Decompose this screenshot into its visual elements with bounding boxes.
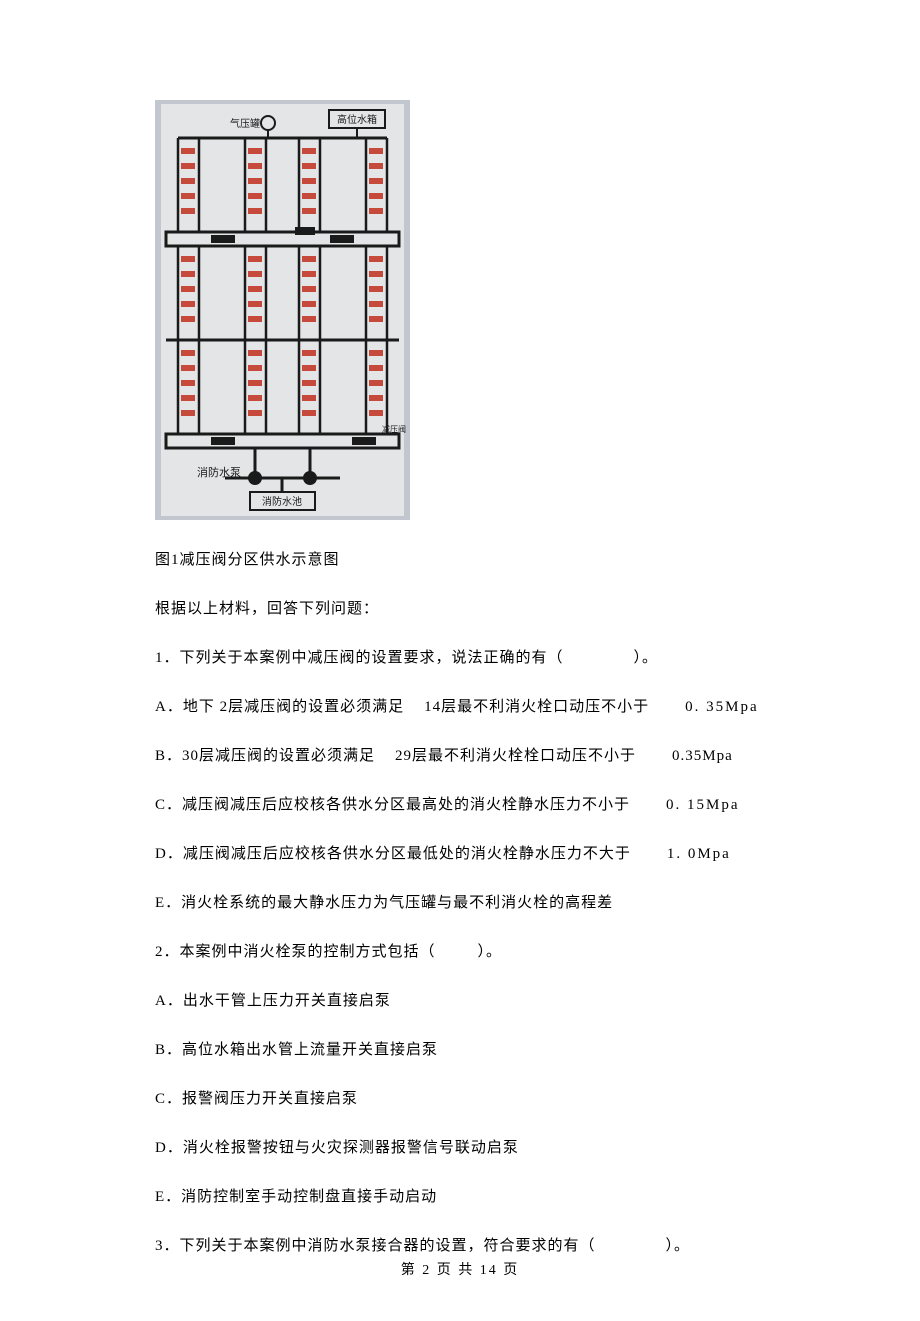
page-footer: 第 2 页 共 14 页 [155,1261,765,1281]
q1-a-val: 0. 35Mpa [685,699,759,715]
footer-current-page: 2 [422,1263,431,1278]
q2-option-e: E．消防控制室手动控制盘直接手动启动 [155,1187,765,1208]
diagram-figure: 高位水箱 气压罐 [155,100,410,520]
q2-stem-prefix: 2．本案例中消火栓泵的控制方式包括（ [155,944,436,960]
q1-option-d: D．减压阀减压后应校核各供水分区最低处的消火栓静水压力不大于 1. 0Mpa [155,844,765,865]
footer-mid: 页 共 [437,1263,475,1278]
q2-option-d: D．消火栓报警按钮与火灾探测器报警信号联动启泵 [155,1138,765,1159]
q2-option-a: A．出水干管上压力开关直接启泵 [155,991,765,1012]
q1-a-mid: 14层最不利消火栓口动压不小于 [424,699,649,715]
instructions-text: 根据以上材料，回答下列问题： [155,599,765,620]
q1-d-pre: D．减压阀减压后应校核各供水分区最低处的消火栓静水压力不大于 [155,846,631,862]
q3-stem-suffix: ）。 [666,1238,691,1254]
svg-text:消防水泵: 消防水泵 [197,465,241,479]
q1-option-e: E．消火栓系统的最大静水压力为气压罐与最不利消火栓的高程差 [155,893,765,914]
q1-b-val: 0.35Mpa [672,748,733,764]
q2-option-c: C．报警阀压力开关直接启泵 [155,1089,765,1110]
q1-c-pre: C．减压阀减压后应校核各供水分区最高处的消火栓静水压力不小于 [155,797,630,813]
q1-c-val: 0. 15Mpa [666,797,740,813]
q1-a-pre: A．地下 2层减压阀的设置必须满足 [155,699,404,715]
svg-text:减压阀: 减压阀 [382,424,406,434]
figure-caption: 图1减压阀分区供水示意图 [155,550,765,571]
q1-stem-prefix: 1．下列关于本案例中减压阀的设置要求，说法正确的有（ [155,650,564,666]
footer-pre: 第 [401,1263,417,1278]
svg-text:消防水池: 消防水池 [262,495,302,508]
svg-text:高位水箱: 高位水箱 [337,113,377,126]
q2-stem-suffix: ）。 [478,944,503,960]
q2-option-b: B．高位水箱出水管上流量开关直接启泵 [155,1040,765,1061]
q1-stem: 1．下列关于本案例中减压阀的设置要求，说法正确的有（ ）。 [155,648,765,669]
q1-option-b: B．30层减压阀的设置必须满足 29层最不利消火栓栓口动压不小于 0.35Mpa [155,746,765,767]
svg-text:气压罐: 气压罐 [230,117,260,130]
q1-b-mid: 29层最不利消火栓栓口动压不小于 [395,748,636,764]
q1-b-pre: B．30层减压阀的设置必须满足 [155,748,375,764]
q2-stem: 2．本案例中消火栓泵的控制方式包括（ ）。 [155,942,765,963]
q1-stem-suffix: ）。 [634,650,659,666]
q1-d-val: 1. 0Mpa [667,846,731,862]
q1-option-c: C．减压阀减压后应校核各供水分区最高处的消火栓静水压力不小于 0. 15Mpa [155,795,765,816]
footer-suf: 页 [503,1263,519,1278]
q3-stem-prefix: 3．下列关于本案例中消防水泵接合器的设置，符合要求的有（ [155,1238,596,1254]
q1-option-a: A．地下 2层减压阀的设置必须满足 14层最不利消火栓口动压不小于 0. 35Mpa [155,697,765,718]
footer-total-pages: 14 [480,1263,498,1278]
q3-stem: 3．下列关于本案例中消防水泵接合器的设置，符合要求的有（ ）。 [155,1236,765,1257]
